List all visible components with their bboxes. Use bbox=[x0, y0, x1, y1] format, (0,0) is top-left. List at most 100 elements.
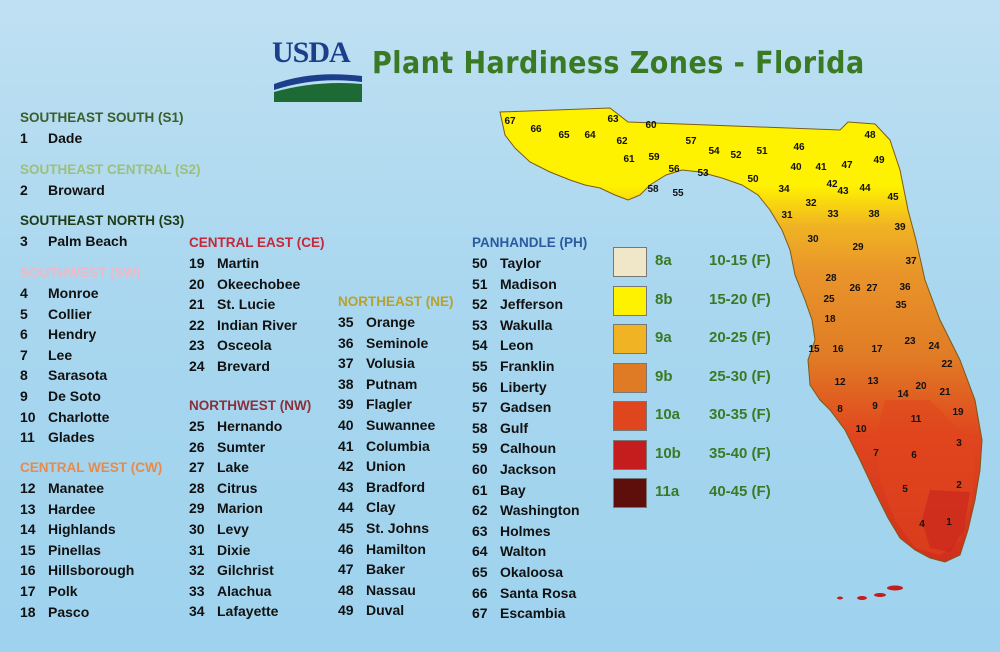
county-row: 2 Broward bbox=[20, 180, 201, 201]
legend-zone: 9b bbox=[655, 367, 673, 385]
region-s3: SOUTHEAST NORTH (S3) 3 Palm Beach bbox=[20, 213, 184, 252]
map-county-label: 5 bbox=[902, 484, 908, 495]
county-row: 59 Calhoun bbox=[472, 438, 587, 459]
county-name: Okeechobee bbox=[217, 275, 301, 292]
county-number: 24 bbox=[189, 357, 205, 374]
region-heading: PANHANDLE (PH) bbox=[472, 235, 588, 250]
county-row: 40 Suwannee bbox=[338, 415, 454, 436]
county-row: 61 Bay bbox=[472, 480, 587, 501]
legend-swatch bbox=[613, 478, 647, 508]
county-number: 60 bbox=[472, 460, 488, 477]
county-row: 34 Lafayette bbox=[189, 601, 311, 622]
county-row: 67 Escambia bbox=[472, 603, 587, 624]
county-name: Suwannee bbox=[366, 416, 436, 433]
county-name: Charlotte bbox=[48, 408, 110, 425]
county-number: 62 bbox=[472, 502, 488, 519]
map-county-label: 24 bbox=[928, 341, 940, 352]
county-row: 18 Pasco bbox=[20, 602, 162, 623]
map-county-label: 16 bbox=[832, 344, 844, 355]
map-county-label: 29 bbox=[852, 242, 864, 253]
county-number: 56 bbox=[472, 378, 488, 395]
county-number: 28 bbox=[189, 479, 205, 496]
map-county-label: 34 bbox=[778, 184, 790, 195]
county-number: 32 bbox=[189, 562, 205, 579]
map-county-label: 3 bbox=[956, 438, 962, 449]
county-row: 20 Okeechobee bbox=[189, 274, 325, 295]
county-name: Gilchrist bbox=[217, 562, 274, 579]
county-name: Polk bbox=[48, 582, 78, 599]
usda-logo-swoosh bbox=[274, 74, 362, 102]
county-number: 17 bbox=[20, 582, 36, 599]
region-heading: SOUTHWEST (SW) bbox=[20, 265, 141, 280]
county-row: 46 Hamilton bbox=[338, 539, 454, 560]
region-heading: CENTRAL WEST (CW) bbox=[20, 460, 163, 475]
county-row: 14 Highlands bbox=[20, 519, 162, 540]
map-county-label: 39 bbox=[894, 222, 906, 233]
county-name: Leon bbox=[500, 337, 534, 354]
map-county-label: 42 bbox=[826, 179, 838, 190]
county-row: 37 Volusia bbox=[338, 353, 454, 374]
county-number: 51 bbox=[472, 275, 488, 292]
county-number: 46 bbox=[338, 540, 354, 557]
county-number: 21 bbox=[189, 296, 205, 313]
county-name: Washington bbox=[500, 502, 580, 519]
region-nw: NORTHWEST (NW) 25 Hernando 26 Sumter 27 Lake 28… bbox=[189, 398, 311, 622]
county-number: 59 bbox=[472, 440, 488, 457]
florida-shape bbox=[499, 107, 983, 563]
county-number: 57 bbox=[472, 399, 488, 416]
legend-range: 35-40 (F) bbox=[709, 444, 771, 462]
county-row: 7 Lee bbox=[20, 345, 141, 366]
county-number: 5 bbox=[20, 305, 28, 322]
county-name: Manatee bbox=[48, 480, 105, 496]
county-number: 27 bbox=[189, 459, 205, 476]
county-name: Martin bbox=[217, 255, 259, 271]
county-row: 36 Seminole bbox=[338, 333, 454, 354]
region-heading: NORTHEAST (NE) bbox=[338, 294, 454, 309]
county-row: 57 Gadsen bbox=[472, 397, 587, 418]
county-name: Seminole bbox=[366, 334, 429, 351]
county-number: 14 bbox=[20, 521, 36, 538]
zone-10b-area bbox=[922, 490, 970, 552]
county-number: 1 bbox=[20, 130, 28, 146]
region-ph: PANHANDLE (PH) 50 Taylor 51 Madison 52 Jeffers… bbox=[472, 235, 587, 624]
county-row: 8 Sarasota bbox=[20, 365, 141, 386]
county-name: Union bbox=[366, 458, 406, 475]
county-row: 31 Dixie bbox=[189, 540, 311, 561]
county-row: 43 Bradford bbox=[338, 477, 454, 498]
county-number: 10 bbox=[20, 408, 36, 425]
county-number: 4 bbox=[20, 285, 28, 301]
map-county-label: 49 bbox=[873, 155, 885, 166]
county-number: 22 bbox=[189, 316, 205, 333]
county-name: Franklin bbox=[500, 357, 555, 374]
county-row: 25 Hernando bbox=[189, 416, 311, 437]
legend-zone: 9a bbox=[655, 329, 672, 346]
county-row: 26 Sumter bbox=[189, 437, 311, 458]
county-name: Glades bbox=[48, 429, 95, 446]
map-county-label: 51 bbox=[756, 146, 768, 157]
county-name: Marion bbox=[217, 500, 263, 517]
county-number: 11 bbox=[20, 429, 35, 446]
county-row: 17 Polk bbox=[20, 581, 162, 602]
map-county-label: 25 bbox=[823, 294, 835, 305]
county-number: 42 bbox=[338, 458, 354, 475]
map-county-label: 26 bbox=[849, 283, 861, 294]
county-name: Okaloosa bbox=[500, 563, 564, 580]
map-county-label: 13 bbox=[867, 376, 879, 387]
county-name: Bay bbox=[500, 481, 526, 498]
region-cw: CENTRAL WEST (CW) 12 Manatee 13 Hardee 14 High… bbox=[20, 460, 162, 622]
county-number: 34 bbox=[189, 603, 205, 620]
county-name: Levy bbox=[217, 520, 249, 537]
county-row: 39 Flagler bbox=[338, 394, 454, 415]
legend-range: 40-45 (F) bbox=[709, 483, 771, 500]
county-name: Taylor bbox=[500, 255, 541, 271]
county-number: 54 bbox=[472, 337, 488, 354]
county-number: 37 bbox=[338, 355, 354, 372]
map-county-label: 38 bbox=[868, 209, 880, 220]
county-row: 52 Jefferson bbox=[472, 294, 587, 315]
county-number: 66 bbox=[472, 584, 488, 601]
map-county-label: 10 bbox=[855, 424, 867, 435]
county-row: 53 Wakulla bbox=[472, 315, 587, 336]
county-number: 33 bbox=[189, 582, 205, 599]
legend-range: 10-15 (F) bbox=[709, 252, 771, 269]
